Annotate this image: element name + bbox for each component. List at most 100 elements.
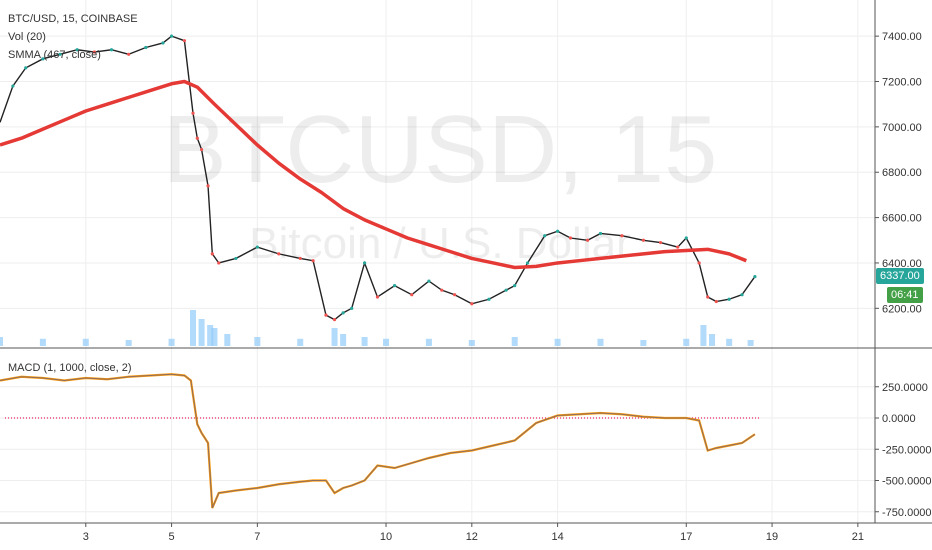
price-point [311,259,315,263]
price-point [41,57,45,61]
price-tick-label: 6200.00 [882,303,922,315]
price-point [210,252,214,256]
smma-line [0,79,747,270]
smma-legend[interactable]: SMMA (467, close) [8,49,101,61]
time-tick-label: 19 [766,531,778,543]
time-tick-label: 12 [466,531,478,543]
time-tick-label: 14 [551,531,563,543]
macd-line [0,373,756,509]
volume-bar [254,337,261,346]
volume-bar [39,338,46,346]
macd-signal-line [0,373,756,509]
volume-bar [211,328,218,346]
volume-bar [224,334,231,346]
price-point [410,293,414,297]
price-point [11,84,15,88]
macd-tick-label: -250.0000 [882,444,932,456]
volume-bar [709,334,716,346]
price-point [568,236,573,240]
price-point [161,41,165,45]
price-point [350,306,354,310]
macd-tick-label: 0.0000 [882,413,916,425]
volume-bar [0,337,3,346]
last-price-tag: 6337.00 [876,268,924,284]
price-point [487,297,491,301]
volume-bar [683,338,690,346]
price-point [470,302,474,306]
volume-bar [700,325,707,346]
volume-bar [468,340,475,346]
price-tick-label: 6400.00 [882,258,922,270]
time-tick-label: 10 [380,531,392,543]
price-point [109,48,114,52]
volume-bar [297,338,304,346]
volume-bar [198,319,205,346]
price-point [375,295,380,299]
volume-bar [640,340,647,346]
price-tick-label: 6800.00 [882,167,922,179]
price-point [525,261,530,265]
price-point [393,284,397,288]
price-tick-label: 6600.00 [882,213,922,225]
bar-countdown-tag: 06:41 [887,287,923,303]
time-tick-label: 21 [852,531,864,543]
price-point [543,234,547,238]
price-point [191,111,195,115]
price-point [298,256,302,261]
price-point [427,279,431,283]
volume-bar [125,340,132,346]
volume-bar [425,338,432,346]
price-point [324,313,328,317]
macd-legend[interactable]: MACD (1, 1000, close, 2) [8,362,132,374]
price-point [255,245,259,249]
volume-legend[interactable]: Vol (20) [8,31,46,43]
price-point [697,261,701,265]
volume-bar [340,334,347,346]
volume-bar [511,337,518,346]
price-tick-label: 7400.00 [882,31,922,43]
volume-bar [207,325,214,346]
price-point [362,261,367,265]
volume-bar [361,337,368,346]
time-tick-label: 3 [83,531,89,543]
volume-bar [597,338,604,346]
price-point [555,229,560,233]
price-point [453,293,457,297]
price-tick-label: 7000.00 [882,122,922,134]
time-tick-label: 7 [254,531,260,543]
volume-bar [726,338,733,346]
price-series-line [0,35,756,321]
price-point [684,236,688,240]
time-tick-label: 17 [680,531,692,543]
price-point [58,52,62,56]
volume-bar [190,310,197,346]
time-tick-label: 5 [169,531,175,543]
volume-bar [82,338,89,346]
price-point [24,66,28,70]
price-point [144,45,148,50]
price-point [727,297,731,301]
price-point [169,34,174,38]
price-point [199,147,204,152]
price-point [676,245,680,249]
macd-tick-label: -750.0000 [882,507,932,519]
price-point [92,50,96,54]
price-point [504,288,508,292]
volume-bar [331,328,338,346]
price-point [332,318,337,322]
volume-bar [168,338,175,346]
volume-bar [383,338,390,346]
price-point [127,52,131,56]
price-point [740,293,744,297]
price-point [195,136,199,140]
price-point [641,238,645,242]
price-point [714,299,718,304]
price-point [620,234,624,238]
price-point [598,231,603,236]
symbol-legend[interactable]: BTC/USD, 15, COINBASE [8,13,138,25]
price-tick-label: 7200.00 [882,77,922,89]
price-point [277,252,281,256]
macd-tick-label: -500.0000 [882,476,932,488]
price-point [753,274,757,279]
